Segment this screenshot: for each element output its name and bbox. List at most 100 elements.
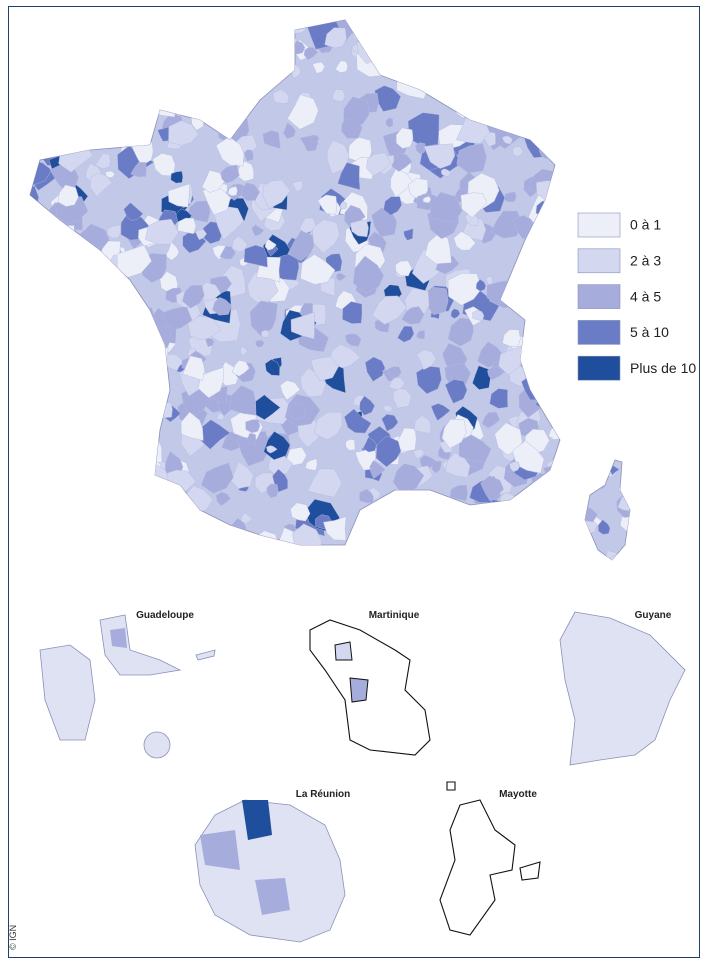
territory-label: Guadeloupe [136, 610, 194, 621]
region-patch [397, 325, 415, 343]
region-patch [123, 202, 144, 221]
region-patch [481, 411, 500, 429]
region-patch [335, 60, 349, 74]
region-patch [205, 338, 215, 348]
region-patch [299, 217, 317, 235]
region-patch [237, 431, 271, 467]
region-patch [403, 228, 414, 241]
legend-swatch [577, 355, 621, 381]
region-patch [424, 234, 452, 265]
region-patch [345, 439, 356, 451]
region-patch [240, 511, 253, 525]
region-patch [369, 460, 386, 479]
region-patch [359, 488, 374, 504]
region-patch [251, 224, 265, 237]
region-patch [416, 365, 442, 395]
region-patch [289, 402, 307, 421]
la-reunion [194, 799, 346, 943]
region-patch [170, 170, 184, 184]
credit: © IGN [8, 925, 18, 950]
region-patch [385, 117, 394, 128]
region-patch [502, 135, 513, 145]
region-patch [502, 329, 521, 347]
region-patch [475, 279, 486, 292]
region-patch [291, 180, 303, 192]
guadeloupe [39, 614, 216, 759]
region-patch [337, 162, 361, 190]
region-patch [249, 300, 278, 337]
region-patch [394, 427, 417, 453]
region-patch [89, 172, 113, 197]
region-patch [213, 205, 245, 241]
legend-label: 5 à 10 [630, 324, 669, 340]
region-patch [423, 143, 456, 169]
region-patch [177, 217, 197, 235]
region-patch [391, 152, 413, 172]
region-patch [107, 224, 122, 239]
region-patch [305, 458, 318, 471]
region-patch [485, 275, 493, 285]
region-patch [472, 309, 485, 321]
region-patch [390, 168, 414, 198]
region-patch [182, 355, 205, 381]
region-patch [292, 523, 322, 545]
region-patch [430, 191, 463, 223]
region-patch [447, 272, 483, 306]
region-patch [503, 191, 517, 203]
region-patch [453, 231, 476, 251]
region-patch [450, 308, 461, 319]
legend-label: Plus de 10 [630, 360, 696, 376]
region-patch [245, 419, 261, 434]
region-patch [339, 201, 348, 210]
region-patch [490, 210, 524, 239]
region-patch [231, 235, 248, 253]
region-patch [310, 135, 320, 143]
territory-label: Guyane [635, 610, 672, 621]
region-patch [168, 120, 199, 146]
region-patch [395, 127, 414, 149]
region-patch [342, 301, 363, 324]
region-patch [266, 445, 278, 454]
region-patch [219, 246, 236, 260]
region-patch [449, 484, 468, 502]
mayotte [439, 781, 541, 936]
region-patch [228, 385, 257, 416]
region-patch [416, 349, 437, 370]
region-patch [264, 238, 277, 251]
region-patch [395, 260, 413, 277]
region-patch [165, 241, 180, 261]
martinique [309, 619, 431, 756]
region-patch [461, 216, 487, 241]
region-patch [312, 61, 326, 74]
region-patch [105, 171, 116, 179]
region-patch [202, 185, 231, 216]
region-patch [362, 436, 377, 453]
legend-label: 2 à 3 [630, 253, 661, 269]
territory-label: La Réunion [296, 789, 350, 800]
region-patch [512, 146, 524, 157]
region-patch [317, 194, 338, 215]
legend-label: 0 à 1 [630, 217, 661, 233]
region-patch [350, 219, 369, 238]
region-patch [383, 196, 402, 216]
region-patch [487, 366, 504, 381]
region-patch [383, 404, 393, 413]
region-patch [392, 463, 425, 496]
region-patch [422, 195, 432, 204]
region-patch [324, 27, 347, 49]
legend-swatch [577, 248, 621, 274]
region-patch [260, 329, 270, 338]
region-patch [279, 380, 301, 401]
region-patch [290, 311, 315, 340]
region-patch [243, 244, 268, 268]
region-patch [303, 47, 318, 61]
region-patch [310, 356, 339, 382]
region-patch [287, 230, 315, 262]
legend-swatch [577, 320, 621, 345]
region-patch [180, 411, 204, 441]
region-patch [307, 468, 343, 498]
region-patch [392, 388, 412, 409]
region-patch [195, 229, 207, 241]
region-patch [375, 435, 402, 468]
